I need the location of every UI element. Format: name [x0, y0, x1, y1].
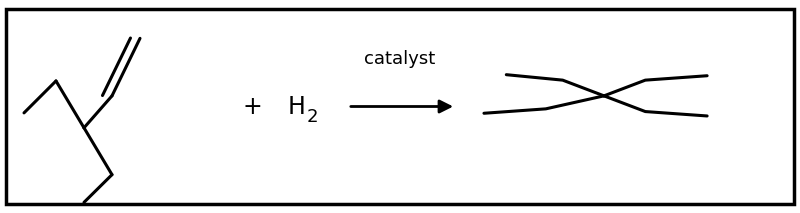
Text: 2: 2 — [306, 108, 318, 126]
Text: catalyst: catalyst — [364, 50, 436, 68]
Text: H: H — [288, 95, 306, 118]
Text: +: + — [242, 95, 262, 118]
